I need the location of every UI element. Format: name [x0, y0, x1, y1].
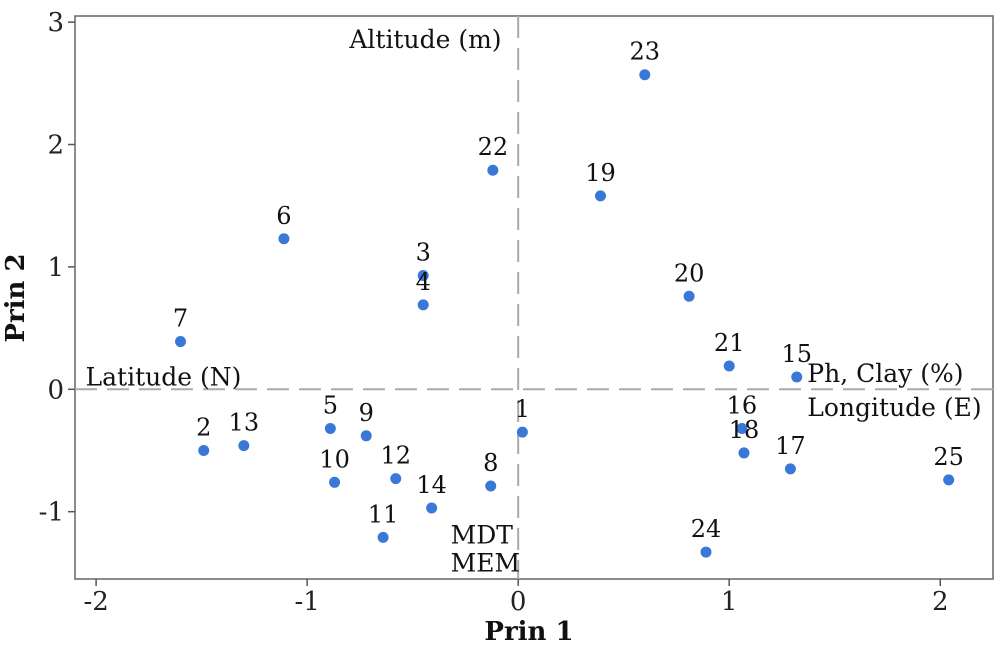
point-label: 4 — [416, 268, 431, 296]
y-tick-label: 2 — [47, 131, 64, 161]
data-point — [426, 502, 438, 514]
data-point — [390, 473, 402, 485]
data-point — [417, 269, 429, 281]
point-label: 23 — [630, 38, 661, 66]
data-point — [791, 371, 803, 383]
variable-label: Altitude (m) — [348, 25, 501, 54]
data-point — [198, 444, 210, 456]
data-point — [700, 546, 712, 558]
variable-annotations: Altitude (m) Latitude (N) Ph, Clay (%) Long… — [86, 25, 982, 578]
x-tick-label: 1 — [721, 587, 738, 617]
point-label: 11 — [368, 500, 399, 528]
reference-lines — [75, 16, 993, 579]
point-label: 20 — [674, 259, 705, 287]
data-point — [594, 190, 606, 202]
data-point — [329, 476, 341, 488]
y-tick-label: 0 — [47, 375, 64, 405]
point-label: 25 — [933, 443, 964, 471]
x-axis: -2 -1 0 1 2 — [83, 579, 949, 617]
point-label: 9 — [359, 399, 374, 427]
point-label: 1 — [515, 395, 530, 423]
x-axis-title: Prin 1 — [484, 617, 573, 647]
data-point — [639, 69, 651, 81]
x-tick-label: -2 — [83, 587, 108, 617]
y-axis: -1 0 1 2 3 — [39, 8, 75, 528]
variable-label: MEM — [451, 549, 520, 578]
data-point — [683, 290, 695, 302]
data-point — [360, 430, 372, 442]
data-point — [278, 233, 290, 245]
variable-label: Latitude (N) — [86, 363, 242, 392]
point-label: 7 — [173, 305, 188, 333]
data-point — [723, 360, 735, 372]
point-label: 18 — [729, 416, 760, 444]
point-label: 24 — [691, 515, 722, 543]
data-point — [485, 480, 497, 492]
x-tick-label: 2 — [932, 587, 949, 617]
data-point — [175, 336, 187, 348]
data-point — [736, 422, 748, 434]
point-label: 22 — [478, 133, 509, 161]
point-label: 14 — [416, 471, 447, 499]
point-label: 8 — [483, 449, 498, 477]
point-label: 2 — [196, 413, 211, 441]
data-point — [943, 474, 955, 486]
variable-label: MDT — [451, 521, 514, 550]
point-label: 21 — [714, 329, 745, 357]
data-point — [417, 299, 429, 311]
y-axis-title: Prin 2 — [1, 253, 31, 342]
y-tick-label: -1 — [39, 498, 64, 528]
variable-label: Ph, Clay (%) — [807, 359, 963, 388]
y-tick-label: 3 — [47, 8, 64, 38]
data-point — [487, 164, 499, 176]
y-tick-label: 1 — [47, 253, 64, 283]
point-label: 3 — [416, 238, 431, 266]
data-point — [324, 422, 336, 434]
point-label: 17 — [775, 432, 806, 460]
data-point — [377, 531, 389, 543]
point-label: 15 — [781, 340, 812, 368]
point-label: 10 — [319, 445, 350, 473]
point-label: 5 — [323, 391, 338, 419]
point-label: 6 — [276, 202, 291, 230]
plot-frame — [74, 15, 994, 580]
x-tick-label: 0 — [510, 587, 527, 617]
point-label: 16 — [727, 391, 758, 419]
data-point — [784, 463, 796, 475]
point-label: 13 — [229, 409, 260, 437]
data-point — [516, 426, 528, 438]
data-point — [738, 447, 750, 459]
point-label: 12 — [380, 442, 411, 470]
data-point — [238, 440, 250, 452]
point-label: 19 — [585, 159, 616, 187]
x-tick-label: -1 — [294, 587, 319, 617]
data-points: 1234567891011121314151617181920212223242… — [173, 38, 964, 558]
variable-label: Longitude (E) — [807, 393, 981, 422]
